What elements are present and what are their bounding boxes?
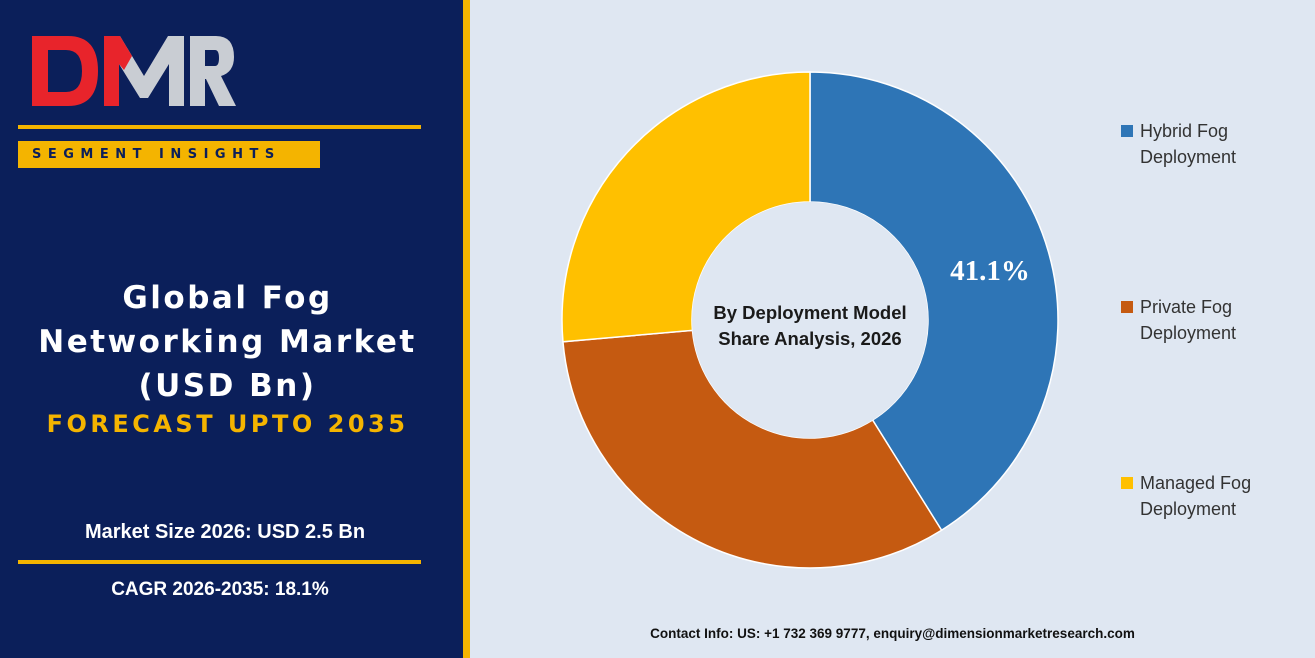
report-title-line-3: (USD Bn) <box>138 368 317 404</box>
chart-title-line-2: Share Analysis, 2026 <box>718 328 901 349</box>
legend-label-managed: Managed Fog Deployment <box>1140 470 1310 522</box>
legend-label-private-line-2: Deployment <box>1140 323 1237 343</box>
cagr-stat: CAGR 2026-2035: 18.1% <box>111 579 329 600</box>
legend-label-hybrid-line-2: Deployment <box>1140 147 1237 167</box>
legend-label-managed-line-1: Managed Fog <box>1140 473 1252 493</box>
stat-divider <box>18 560 421 564</box>
legend-label-hybrid: Hybrid Fog Deployment <box>1140 118 1310 170</box>
info-panel: SEGMENT INSIGHTS Global Fog Networking M… <box>0 0 463 658</box>
legend-label-hybrid-line-1: Hybrid Fog <box>1140 121 1229 141</box>
donut-chart: 41.1% By Deployment Model Share Analysis… <box>561 71 1059 569</box>
legend-label-managed-line-2: Deployment <box>1140 499 1237 519</box>
logo-divider <box>18 125 421 129</box>
report-title-line-1: Global Fog <box>122 280 333 316</box>
legend-swatch-hybrid <box>1121 125 1133 137</box>
legend-label-private-line-1: Private Fog <box>1140 297 1233 317</box>
contact-info: Contact Info: US: +1 732 369 9777, enqui… <box>650 626 1135 641</box>
slice-managed <box>561 71 811 343</box>
donut-hole <box>692 202 928 438</box>
chart-title-line-1: By Deployment Model <box>713 302 906 323</box>
legend-label-private: Private Fog Deployment <box>1140 294 1310 346</box>
dmr-logo <box>28 30 238 112</box>
chart-slices <box>561 71 1059 569</box>
report-title-line-2: Networking Market <box>38 324 417 360</box>
slice-label-hybrid: 41.1% <box>950 255 1030 287</box>
legend-swatch-private <box>1121 301 1133 313</box>
report-title: Global Fog Networking Market (USD Bn) <box>0 276 455 408</box>
panel-divider-stripe <box>463 0 470 658</box>
segment-insights-tag: SEGMENT INSIGHTS <box>18 141 320 168</box>
dmr-logo-graphic <box>32 36 236 106</box>
market-size-stat: Market Size 2026: USD 2.5 Bn <box>84 521 366 543</box>
forecast-label: FORECAST UPTO 2035 <box>46 410 409 438</box>
legend-swatch-managed <box>1121 477 1133 489</box>
